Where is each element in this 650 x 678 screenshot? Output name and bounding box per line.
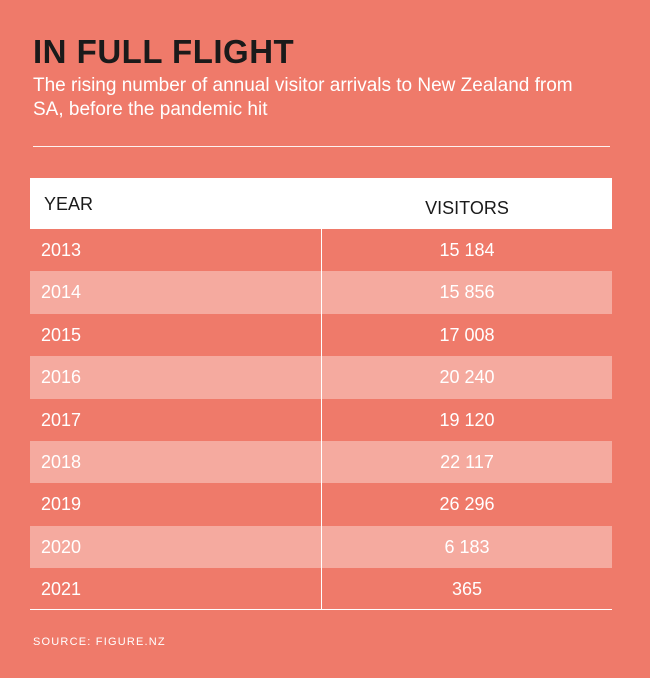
chart-subtitle: The rising number of annual visitor arri…	[33, 75, 573, 120]
table-row: 2015 17 008	[30, 314, 612, 356]
table-row: 2019 26 296	[30, 483, 612, 525]
title-divider	[33, 146, 610, 147]
column-header-visitors: VISITORS	[425, 198, 509, 218]
cell-visitors: 22 117	[440, 451, 494, 472]
chart-title: IN FULL FLIGHT	[33, 33, 295, 70]
cell-year: 2013	[41, 240, 82, 260]
column-header-year: YEAR	[44, 194, 94, 214]
cell-visitors: 19 120	[439, 409, 495, 430]
visitor-table: YEAR VISITORS 2013 15 184 2014 15 856 2015 17…	[30, 178, 612, 610]
table-header: YEAR VISITORS	[30, 178, 612, 229]
cell-year: 2016	[41, 367, 82, 388]
cell-visitors: 15 184	[439, 240, 495, 260]
table-row: 2017 19 120	[30, 399, 612, 441]
cell-year: 2018	[41, 451, 82, 472]
cell-visitors: 20 240	[439, 367, 495, 388]
cell-visitors: 6 183	[444, 536, 490, 557]
cell-year: 2021	[41, 579, 82, 600]
table-row: 2021 365	[30, 568, 612, 610]
cell-year: 2020	[41, 536, 82, 557]
table-bottom-rule	[30, 609, 612, 610]
cell-year: 2019	[41, 494, 82, 515]
column-divider	[321, 229, 322, 610]
cell-visitors: 26 296	[439, 494, 495, 515]
cell-year: 2014	[41, 282, 82, 303]
cell-visitors: 15 856	[439, 282, 495, 303]
cell-year: 2015	[41, 324, 82, 345]
table-row: 2013 15 184	[30, 229, 612, 271]
cell-visitors: 365	[451, 579, 483, 600]
cell-year: 2017	[41, 409, 82, 430]
cell-visitors: 17 008	[439, 324, 495, 345]
source-note: SOURCE: FIGURE.NZ	[33, 636, 166, 648]
